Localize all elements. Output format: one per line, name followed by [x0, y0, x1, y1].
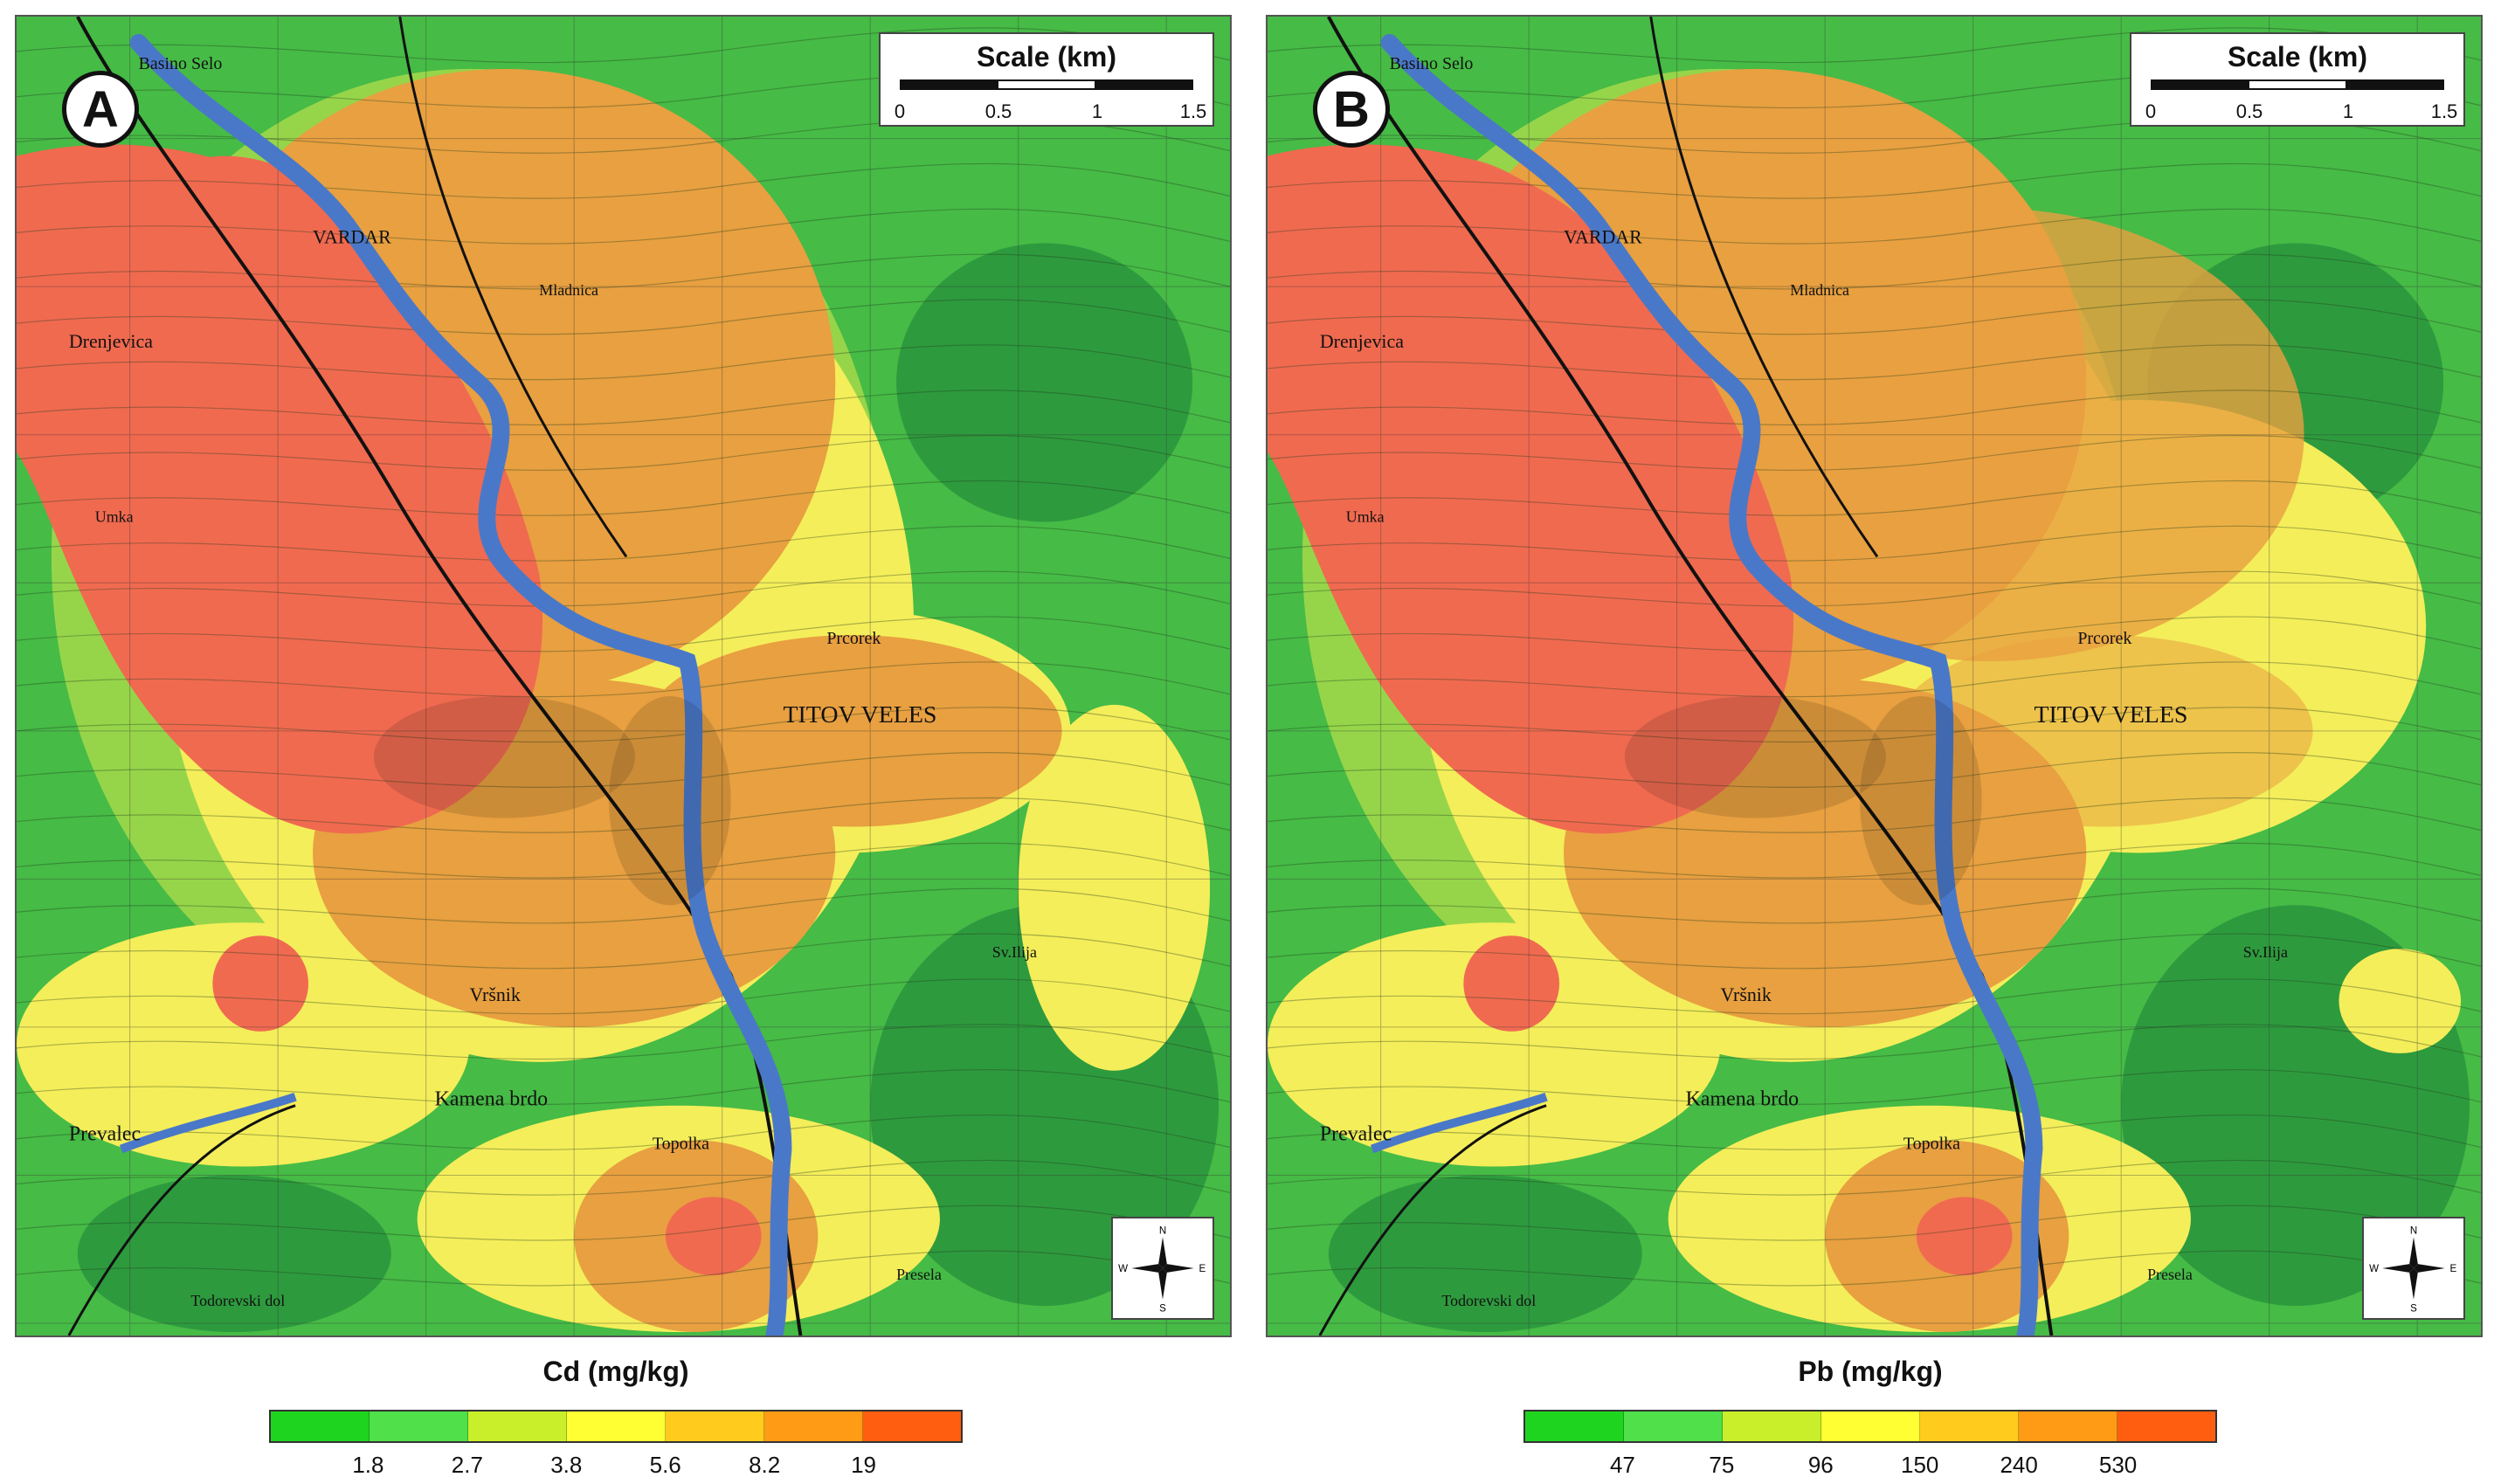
contamination-map-pb: Basino Selo VARDAR Drenjevica Mladnica Umka T…	[1268, 17, 2481, 1336]
legend-swatch	[1821, 1412, 1920, 1441]
legend-swatch	[764, 1412, 863, 1441]
place-label-basino_selo: Basino Selo	[1390, 54, 1474, 73]
legend-break-label: 530	[2098, 1452, 2138, 1478]
scale-tick: 0.5	[2235, 100, 2263, 122]
scale-bar: Scale (km) 0 0.5 1 1.5	[879, 32, 1214, 127]
legend-swatch	[1723, 1412, 1821, 1441]
legend-break-label: 8.2	[749, 1452, 781, 1478]
place-label-kamena_brdo: Kamena brdo	[435, 1088, 549, 1111]
legend-swatch	[666, 1412, 764, 1441]
place-label-presela: Presela	[2147, 1266, 2193, 1283]
legend-swatch	[2019, 1412, 2117, 1441]
legend-swatch	[1920, 1412, 2019, 1441]
legend-color-bar	[269, 1410, 963, 1443]
place-label-kamena_brdo: Kamena brdo	[1686, 1088, 1800, 1111]
legend-title: Cd (mg/kg)	[542, 1356, 689, 1387]
scale-bar-graphic	[900, 79, 1193, 90]
place-label-prcorek: Prcorek	[2077, 629, 2131, 648]
legend-color-bar	[1523, 1410, 2217, 1443]
place-label-todorevski: Todorevski dol	[1441, 1292, 1536, 1309]
place-label-vrsnik: Vršnik	[470, 984, 521, 1005]
place-label-umka: Umka	[95, 507, 134, 525]
map-panel-b: Basino Selo VARDAR Drenjevica Mladnica Umka T…	[1266, 15, 2483, 1337]
place-label-vardar: VARDAR	[1564, 225, 1642, 247]
legend-swatch	[2117, 1412, 2215, 1441]
legend-swatch	[1624, 1412, 1723, 1441]
scale-tick: 0	[894, 100, 906, 122]
panel-label-a: A	[62, 71, 139, 148]
legend-break-label: 47	[1609, 1452, 1635, 1478]
legend-pb: Pb (mg/kg) 47 75 96 150 240 530	[1516, 1352, 2224, 1478]
legend-swatch	[567, 1412, 666, 1441]
legend-swatch	[271, 1412, 370, 1441]
scale-title: Scale (km)	[976, 41, 1117, 72]
legend-break-label: 3.8	[550, 1452, 583, 1478]
legend-title: Pb (mg/kg)	[1798, 1356, 1943, 1387]
compass-e: E	[1199, 1264, 1206, 1274]
place-label-presela: Presela	[896, 1266, 942, 1283]
place-label-basino_selo: Basino Selo	[139, 54, 223, 73]
compass-s: S	[1159, 1303, 1166, 1314]
scale-tick: 0	[2145, 100, 2157, 122]
legend-break-label: 2.7	[451, 1452, 483, 1478]
north-arrow-icon: N S E W	[2362, 1217, 2465, 1320]
legend-cd: Cd (mg/kg) 1.8 2.7 3.8 5.6 8.2 19	[262, 1352, 970, 1478]
place-label-topolka: Topolka	[1903, 1135, 1960, 1154]
legend-swatch	[468, 1412, 567, 1441]
legend-break-label: 96	[1807, 1452, 1834, 1478]
scale-tick: 1.5	[1179, 100, 1207, 122]
place-label-todorevski: Todorevski dol	[190, 1292, 285, 1309]
legend-break-label: 150	[1901, 1452, 1939, 1478]
legend-break-label: 19	[851, 1452, 877, 1478]
legend-break-label: 1.8	[352, 1452, 384, 1478]
legend-break-label: 240	[2000, 1452, 2038, 1478]
scale-tick: 0.5	[984, 100, 1012, 122]
scale-tick: 1	[2342, 100, 2354, 122]
place-label-prevalec: Prevalec	[69, 1123, 141, 1146]
compass-s: S	[2410, 1303, 2417, 1314]
place-label-titov_veles: TITOV VELES	[2034, 701, 2187, 728]
legend-swatch	[863, 1412, 961, 1441]
place-label-drenjevica: Drenjevica	[1320, 330, 1404, 352]
place-label-sv_ilija: Sv.Ilija	[992, 943, 1037, 961]
scale-tick: 1	[1091, 100, 1103, 122]
scale-title: Scale (km)	[2227, 41, 2368, 72]
map-panel-a: Basino Selo VARDAR Drenjevica Mladnica Umka T…	[15, 15, 1232, 1337]
place-label-prcorek: Prcorek	[826, 629, 881, 648]
panel-label-b: B	[1313, 71, 1390, 148]
scale-tick: 1.5	[2430, 100, 2458, 122]
legend-break-label: 75	[1709, 1452, 1735, 1478]
place-label-mladnica: Mladnica	[1790, 281, 1849, 299]
legend-break-label: 5.6	[649, 1452, 681, 1478]
compass-e: E	[2450, 1264, 2457, 1274]
north-arrow-icon: N S E W	[1111, 1217, 1214, 1320]
compass-w: W	[2369, 1264, 2379, 1274]
place-label-prevalec: Prevalec	[1320, 1123, 1392, 1146]
place-label-titov_veles: TITOV VELES	[783, 701, 936, 728]
place-label-drenjevica: Drenjevica	[69, 330, 153, 352]
contamination-map-cd: Basino Selo VARDAR Drenjevica Mladnica Umka T…	[17, 17, 1230, 1336]
scale-bar: Scale (km) 0 0.5 1 1.5	[2130, 32, 2465, 127]
place-label-sv_ilija: Sv.Ilija	[2243, 943, 2288, 961]
place-label-mladnica: Mladnica	[539, 281, 598, 299]
scale-bar-graphic	[2151, 79, 2444, 90]
compass-w: W	[1118, 1264, 1128, 1274]
place-label-vrsnik: Vršnik	[1721, 984, 1772, 1005]
place-label-vardar: VARDAR	[313, 225, 391, 247]
place-label-umka: Umka	[1346, 507, 1385, 525]
legend-swatch	[1525, 1412, 1624, 1441]
compass-n: N	[1159, 1225, 1166, 1236]
place-label-topolka: Topolka	[653, 1135, 709, 1154]
legend-swatch	[370, 1412, 468, 1441]
compass-n: N	[2410, 1225, 2417, 1236]
